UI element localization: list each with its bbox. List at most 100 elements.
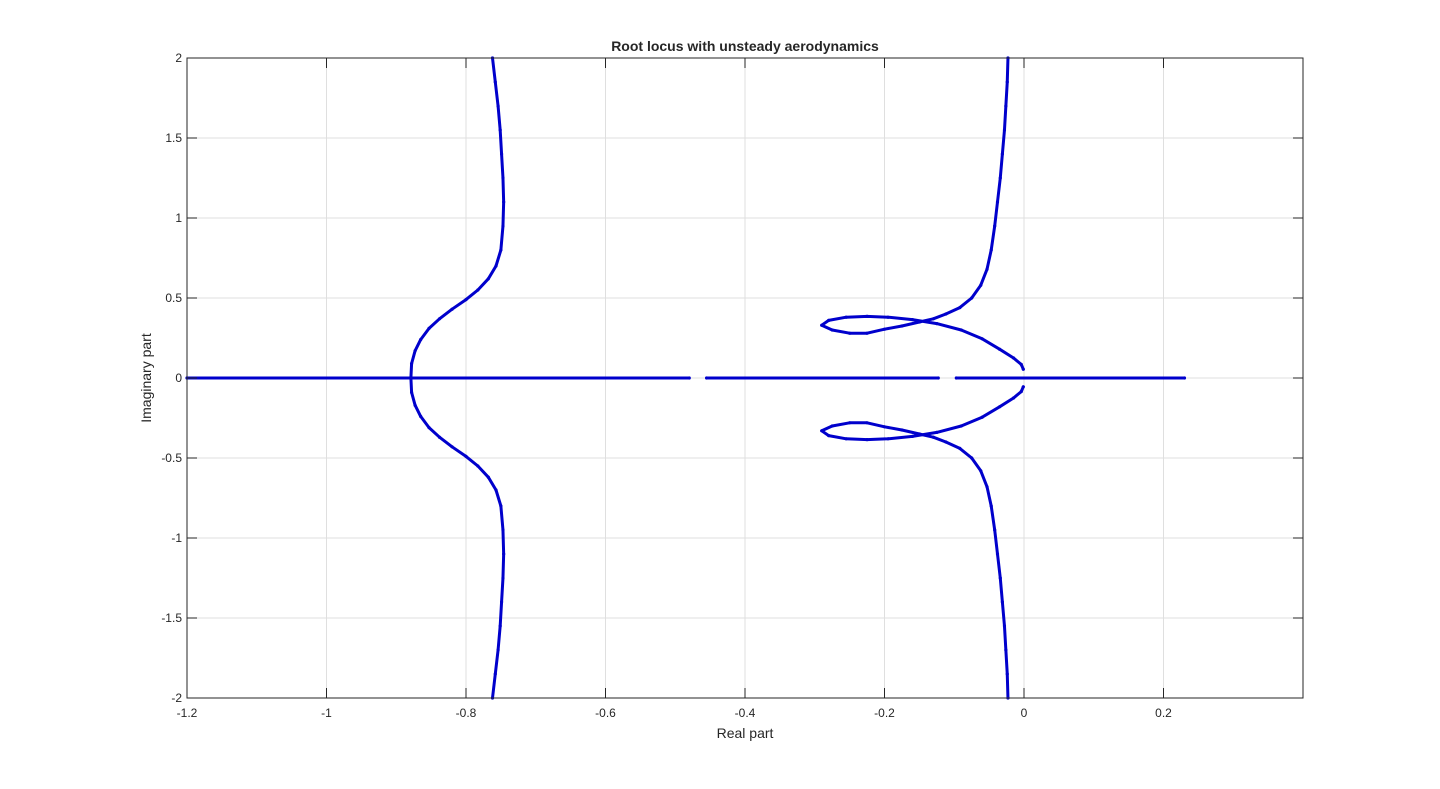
locus-point <box>970 456 974 460</box>
locus-point <box>931 435 935 439</box>
y-tick-label: 1.5 <box>165 131 182 145</box>
locus-point <box>498 128 502 132</box>
locus-point <box>985 485 989 489</box>
locus-point <box>959 328 963 332</box>
locus-point <box>1019 362 1023 366</box>
locus-point <box>413 349 417 353</box>
locus-point <box>827 318 831 322</box>
locus-point <box>995 200 1000 204</box>
locus-point <box>437 435 442 439</box>
locus-branch-path <box>409 376 506 700</box>
locus-branch <box>954 376 1187 380</box>
locus-point <box>989 248 993 252</box>
locus-point <box>979 469 983 473</box>
y-tick-label: -1 <box>171 531 182 545</box>
locus-point <box>958 306 962 310</box>
locus-point <box>936 376 940 380</box>
locus-point <box>820 323 824 327</box>
locus-point <box>997 347 1002 351</box>
locus-point <box>820 429 824 433</box>
locus-point <box>1004 648 1008 652</box>
locus-point <box>980 415 984 419</box>
locus-point <box>499 248 503 252</box>
locus-point <box>900 324 904 328</box>
locus-point <box>865 438 869 442</box>
locus-point <box>494 488 498 492</box>
locus-point <box>865 331 869 335</box>
locus-point <box>882 425 887 429</box>
locus-point <box>993 224 997 228</box>
locus-point <box>827 434 831 438</box>
locus-point <box>705 376 709 380</box>
y-tick-label: 0 <box>175 371 182 385</box>
locus-point <box>1002 128 1007 132</box>
y-tick-label: -2 <box>171 691 182 705</box>
locus-point <box>1019 390 1023 394</box>
locus-point <box>494 264 498 268</box>
locus-point <box>989 504 993 508</box>
locus-point <box>413 403 417 407</box>
locus-branch <box>409 376 506 700</box>
locus-point <box>427 326 431 330</box>
locus-point <box>1005 80 1009 84</box>
locus-branch-path <box>820 56 1025 371</box>
locus-point <box>998 576 1002 580</box>
locus-point <box>1182 376 1187 380</box>
chart-title: Root locus with unsteady aerodynamics <box>611 38 879 54</box>
locus-point <box>476 464 480 468</box>
locus-point <box>419 414 423 418</box>
locus-point <box>502 200 506 204</box>
locus-point <box>1021 385 1025 389</box>
locus-point <box>501 576 505 580</box>
locus-point <box>427 426 431 430</box>
locus-point <box>935 322 939 326</box>
locus-point <box>944 440 948 444</box>
x-tick-label: -0.2 <box>874 706 895 720</box>
locus-branch <box>185 376 691 380</box>
locus-point <box>844 437 848 441</box>
locus-point <box>830 424 834 428</box>
locus-point <box>486 475 490 479</box>
locus-point <box>970 296 974 300</box>
locus-point <box>910 318 915 322</box>
locus-point <box>437 317 442 321</box>
locus-point <box>935 430 939 434</box>
locus-point <box>997 405 1002 409</box>
locus-point <box>1004 104 1008 108</box>
y-tick-label: 0.5 <box>165 291 182 305</box>
locus-point <box>886 437 890 441</box>
locus-point <box>1002 624 1007 628</box>
x-tick-label: -1.2 <box>177 706 198 720</box>
locus-point <box>493 80 497 84</box>
locus-point <box>917 320 921 324</box>
locus-branch <box>705 376 940 380</box>
locus-point <box>1000 600 1004 604</box>
locus-point <box>450 445 454 449</box>
y-tick-label: -0.5 <box>161 451 182 465</box>
locus-branch <box>409 56 506 380</box>
x-tick-label: -1 <box>321 706 332 720</box>
locus-branch-path <box>409 56 506 380</box>
locus-point <box>486 277 490 281</box>
locus-branch-path <box>820 385 1025 700</box>
locus-point <box>882 327 887 331</box>
locus-point <box>1005 672 1009 676</box>
locus-point <box>409 390 414 394</box>
locus-point <box>501 528 505 532</box>
locus-point <box>979 283 983 287</box>
x-tick-label: -0.4 <box>735 706 756 720</box>
locus-point <box>1011 396 1016 400</box>
locus-point <box>985 267 989 271</box>
locus-point <box>464 454 468 458</box>
locus-point <box>499 504 503 508</box>
locus-point <box>1021 367 1025 371</box>
locus-point <box>995 552 1000 556</box>
locus-point <box>830 328 834 332</box>
locus-point <box>496 104 500 108</box>
locus-point <box>900 428 904 432</box>
x-tick-label: 0.2 <box>1155 706 1172 720</box>
locus-point <box>910 434 915 438</box>
locus-point <box>931 317 935 321</box>
